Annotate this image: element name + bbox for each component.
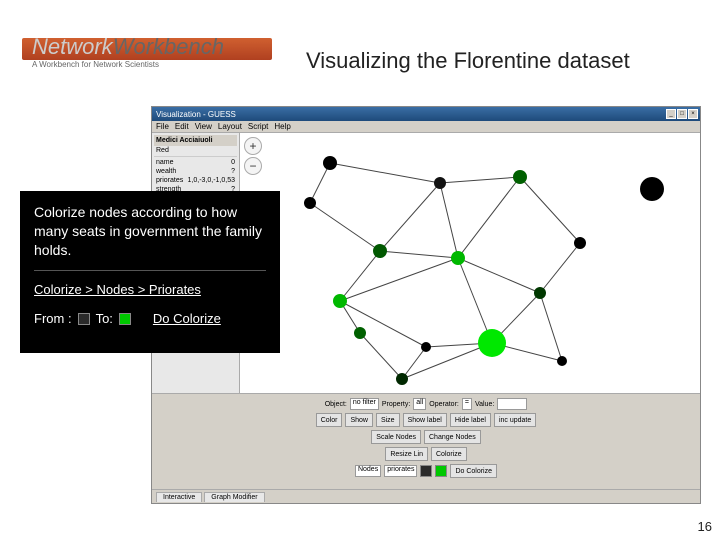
- menu-view[interactable]: View: [195, 122, 212, 131]
- action-row: Color Show Size Show label Hide label in…: [316, 413, 537, 427]
- colorize-button[interactable]: Colorize: [431, 447, 467, 461]
- sidebar-row: priorates1,0,-3,0,-1,0,53: [154, 176, 237, 185]
- operator-select[interactable]: =: [462, 398, 472, 410]
- target-select[interactable]: Nodes: [355, 465, 381, 477]
- logo-text: NetworkWorkbench: [32, 34, 224, 60]
- minimize-button[interactable]: _: [666, 109, 676, 119]
- window-controls: _ □ ×: [666, 109, 698, 119]
- property-select[interactable]: all: [413, 398, 426, 410]
- colorize-row: Nodes priorates Do Colorize: [355, 464, 497, 478]
- object-select[interactable]: no filter: [350, 398, 379, 410]
- do-colorize-button[interactable]: Do Colorize: [450, 464, 497, 478]
- show-button[interactable]: Show: [345, 413, 373, 427]
- inc-update-button[interactable]: inc update: [494, 413, 536, 427]
- do-colorize-link[interactable]: Do Colorize: [153, 310, 221, 328]
- tabbar: Interactive Graph Modifier: [152, 489, 700, 503]
- to-label: To:: [96, 310, 113, 328]
- size-button[interactable]: Size: [376, 413, 400, 427]
- resize-lin-button[interactable]: Resize Lin: [385, 447, 428, 461]
- controls-panel: Object: no filter Property: all Operator…: [152, 393, 700, 503]
- close-button[interactable]: ×: [688, 109, 698, 119]
- resize-row: Resize Lin Colorize: [385, 447, 466, 461]
- logo-subtitle: A Workbench for Network Scientists: [32, 60, 159, 69]
- overlay-colorize-row: From : To: Do Colorize: [34, 310, 266, 328]
- logo-part1: Network: [32, 34, 113, 59]
- overlay-breadcrumb: Colorize > Nodes > Priorates: [34, 281, 266, 299]
- node-row: Scale Nodes Change Nodes: [371, 430, 480, 444]
- show-label-button[interactable]: Show label: [403, 413, 447, 427]
- graph-canvas[interactable]: + − ⬚ ⬚ Q ▦ ◧ □ A: [240, 133, 700, 393]
- field-select[interactable]: priorates: [384, 465, 417, 477]
- value-input[interactable]: [497, 398, 527, 410]
- from-label: From :: [34, 310, 72, 328]
- tab-interactive[interactable]: Interactive: [156, 492, 202, 502]
- color-button[interactable]: Color: [316, 413, 343, 427]
- menu-file[interactable]: File: [156, 122, 169, 131]
- sidebar-row: name0: [154, 158, 237, 167]
- menu-script[interactable]: Script: [248, 122, 268, 131]
- logo: NetworkWorkbench A Workbench for Network…: [22, 28, 282, 84]
- filter-row: Object: no filter Property: all Operator…: [325, 398, 528, 410]
- annotation-overlay: Colorize nodes according to how many sea…: [20, 191, 280, 353]
- window-title: Visualization - GUESS: [154, 110, 236, 119]
- scale-nodes-button[interactable]: Scale Nodes: [371, 430, 421, 444]
- from-swatch[interactable]: [420, 465, 432, 477]
- sidebar-header: Medici Acciaiuoli: [154, 135, 237, 146]
- network-graph: [240, 133, 700, 393]
- titlebar: Visualization - GUESS _ □ ×: [152, 107, 700, 121]
- maximize-button[interactable]: □: [677, 109, 687, 119]
- to-swatch[interactable]: [435, 465, 447, 477]
- logo-part2: Workbench: [113, 34, 224, 59]
- from-color-swatch: [78, 313, 90, 325]
- menu-help[interactable]: Help: [274, 122, 290, 131]
- slide-title: Visualizing the Florentine dataset: [306, 48, 630, 74]
- hide-label-button[interactable]: Hide label: [450, 413, 491, 427]
- change-nodes-button[interactable]: Change Nodes: [424, 430, 481, 444]
- tab-graph-modifier[interactable]: Graph Modifier: [204, 492, 264, 502]
- overlay-text: Colorize nodes according to how many sea…: [34, 203, 266, 260]
- sidebar-row: wealth?: [154, 167, 237, 176]
- to-color-swatch: [119, 313, 131, 325]
- menu-layout[interactable]: Layout: [218, 122, 242, 131]
- slide-number: 16: [698, 519, 712, 534]
- menubar: File Edit View Layout Script Help: [152, 121, 700, 133]
- menu-edit[interactable]: Edit: [175, 122, 189, 131]
- sidebar-category: Red: [154, 146, 237, 155]
